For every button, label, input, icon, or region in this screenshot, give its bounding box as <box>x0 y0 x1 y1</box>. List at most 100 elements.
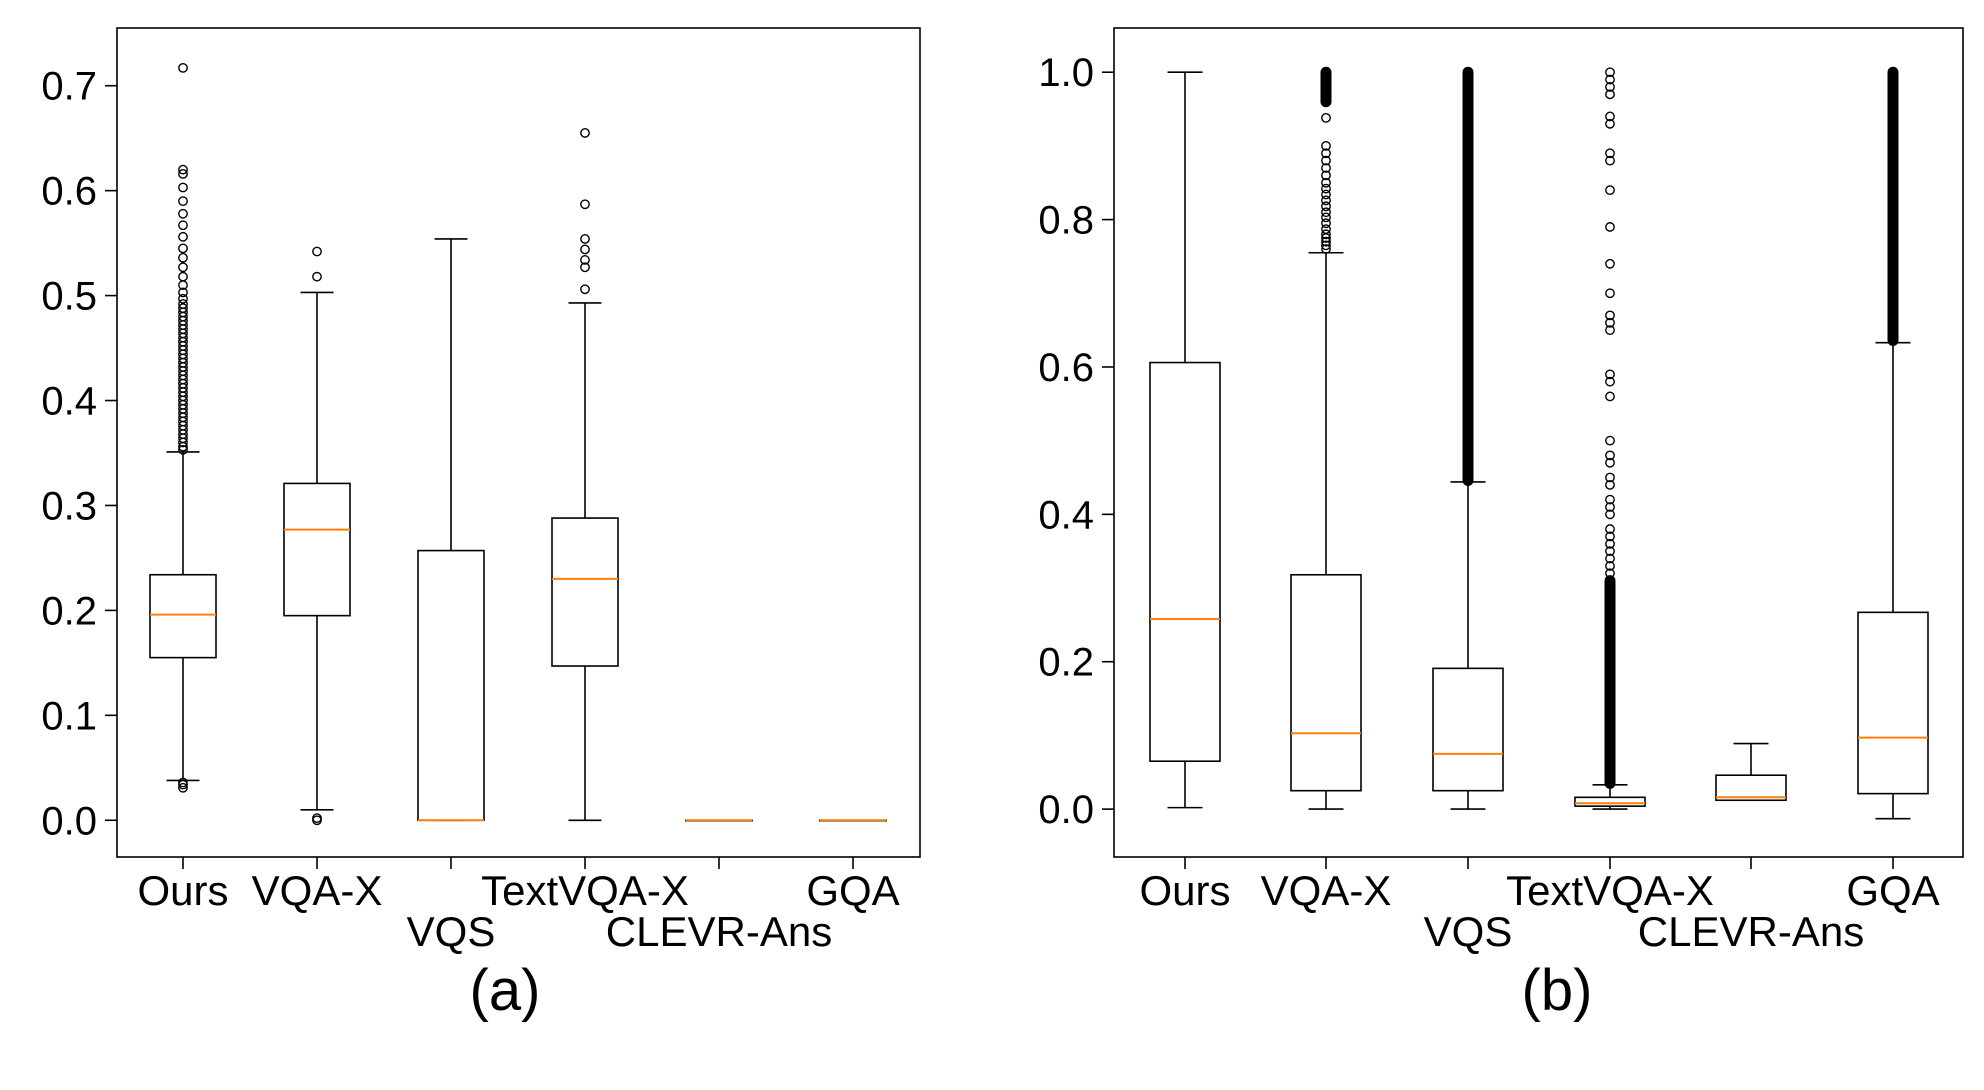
x-tick-label: CLEVR-Ans <box>1638 908 1864 955</box>
outlier-point <box>1605 258 1615 269</box>
outlier-point <box>1605 715 1615 726</box>
outlier-point <box>1321 183 1331 194</box>
x-tick-label: VQS <box>407 908 496 955</box>
outlier-point <box>1605 575 1615 586</box>
outlier-point <box>1605 590 1615 601</box>
panel-label: (a) <box>470 958 541 1023</box>
x-tick-label: TextVQA-X <box>1506 867 1714 914</box>
outlier-point <box>1605 502 1615 512</box>
outlier-point <box>178 252 188 263</box>
outlier-point <box>1321 201 1331 212</box>
outlier-point <box>1605 627 1615 638</box>
outlier-point <box>1605 111 1615 122</box>
y-tick-label: 0.7 <box>41 65 97 109</box>
box-ours <box>1149 71 1221 869</box>
outlier-point <box>1605 457 1615 468</box>
box-clevr-ans <box>685 819 753 869</box>
outlier-point <box>1321 113 1331 123</box>
box-vqs <box>417 238 485 869</box>
outlier-point <box>1321 141 1331 151</box>
outlier-point <box>1605 435 1615 446</box>
outlier-point <box>1605 723 1615 733</box>
outlier-point <box>1605 634 1615 645</box>
outlier-point <box>1605 185 1615 196</box>
x-tick-label: VQA-X <box>252 867 383 914</box>
outlier-point <box>1605 708 1615 719</box>
outlier-point <box>1605 494 1615 505</box>
outlier-point <box>1605 767 1615 778</box>
plot-frame <box>1113 27 1964 858</box>
outlier-point <box>1605 686 1615 697</box>
outlier-point <box>178 782 188 793</box>
outlier-point <box>1321 155 1331 166</box>
y-tick-label: 0.4 <box>1038 493 1094 537</box>
outlier-point <box>1321 189 1331 200</box>
outlier-point <box>1605 553 1615 564</box>
outlier-point <box>1321 177 1331 188</box>
y-tick-label: 0.3 <box>41 484 97 528</box>
outlier-point <box>1605 649 1615 660</box>
outlier-point <box>580 284 590 295</box>
box-clevr-ans <box>1715 742 1787 869</box>
outlier-point <box>580 255 590 265</box>
outlier-point <box>1321 85 1331 96</box>
outlier-point <box>1605 752 1615 763</box>
outlier-point <box>1605 450 1615 461</box>
y-tick-label: 0.5 <box>41 275 97 319</box>
outlier-point <box>178 62 188 73</box>
panel-a: 0.0 0.1 0.2 0.3 0.4 0.5 0.6 0.7 Ours VQA-X VQSText… <box>41 27 921 1023</box>
outlier-point <box>1605 369 1615 380</box>
outlier-point <box>1321 207 1331 218</box>
outlier-point <box>1605 664 1615 674</box>
outlier-point <box>1605 774 1615 785</box>
outlier-point <box>1605 771 1615 781</box>
box-gqa <box>1857 66 1929 869</box>
outlier-point <box>1605 310 1615 321</box>
box-vqs <box>1432 66 1504 869</box>
outlier-point <box>1605 605 1615 616</box>
outlier-point <box>580 234 590 244</box>
outlier-point <box>1321 244 1331 254</box>
outlier-point <box>1605 222 1615 232</box>
iqr-box <box>1857 611 1929 795</box>
outlier-point <box>1605 524 1615 534</box>
y-tick-label: 0.6 <box>41 170 97 214</box>
outlier-point <box>1605 693 1615 704</box>
outlier-point <box>1321 148 1331 159</box>
iqr-box <box>283 482 351 617</box>
outlier-point <box>1321 89 1331 100</box>
outlier-point <box>1321 236 1331 247</box>
outlier-point <box>1321 195 1331 206</box>
iqr-box <box>149 573 217 659</box>
outlier-point <box>1605 376 1615 387</box>
panel-label: (b) <box>1522 958 1593 1023</box>
plot-frame <box>116 27 921 858</box>
outlier-point <box>178 271 188 282</box>
y-tick-label: 0.1 <box>41 694 97 738</box>
outlier-point <box>580 199 590 210</box>
x-tick-label: GQA <box>1846 867 1939 914</box>
x-tick-label: GQA <box>806 867 899 914</box>
outlier-point <box>1605 745 1615 756</box>
outlier-point <box>178 287 188 298</box>
x-tick-label: CLEVR-Ans <box>606 908 832 955</box>
outlier-point <box>1605 325 1615 336</box>
outlier-point <box>178 444 188 455</box>
outlier-point <box>1321 163 1331 173</box>
outlier-point <box>312 246 322 257</box>
outlier-point <box>178 777 188 788</box>
x-tick-label: VQS <box>1424 908 1513 955</box>
outlier-point <box>1605 656 1615 667</box>
outlier-point <box>1605 730 1615 741</box>
outlier-point <box>1605 317 1615 328</box>
outlier-point <box>178 164 188 175</box>
outlier-point <box>1321 229 1331 240</box>
iqr-box <box>1290 573 1362 792</box>
outlier-point <box>1605 472 1615 483</box>
outlier-point <box>1605 509 1615 520</box>
outlier-point <box>1605 148 1615 159</box>
outlier-point <box>1605 597 1615 608</box>
y-tick-label: 0.4 <box>41 380 97 424</box>
y-tick-label: 0.0 <box>1038 788 1094 832</box>
